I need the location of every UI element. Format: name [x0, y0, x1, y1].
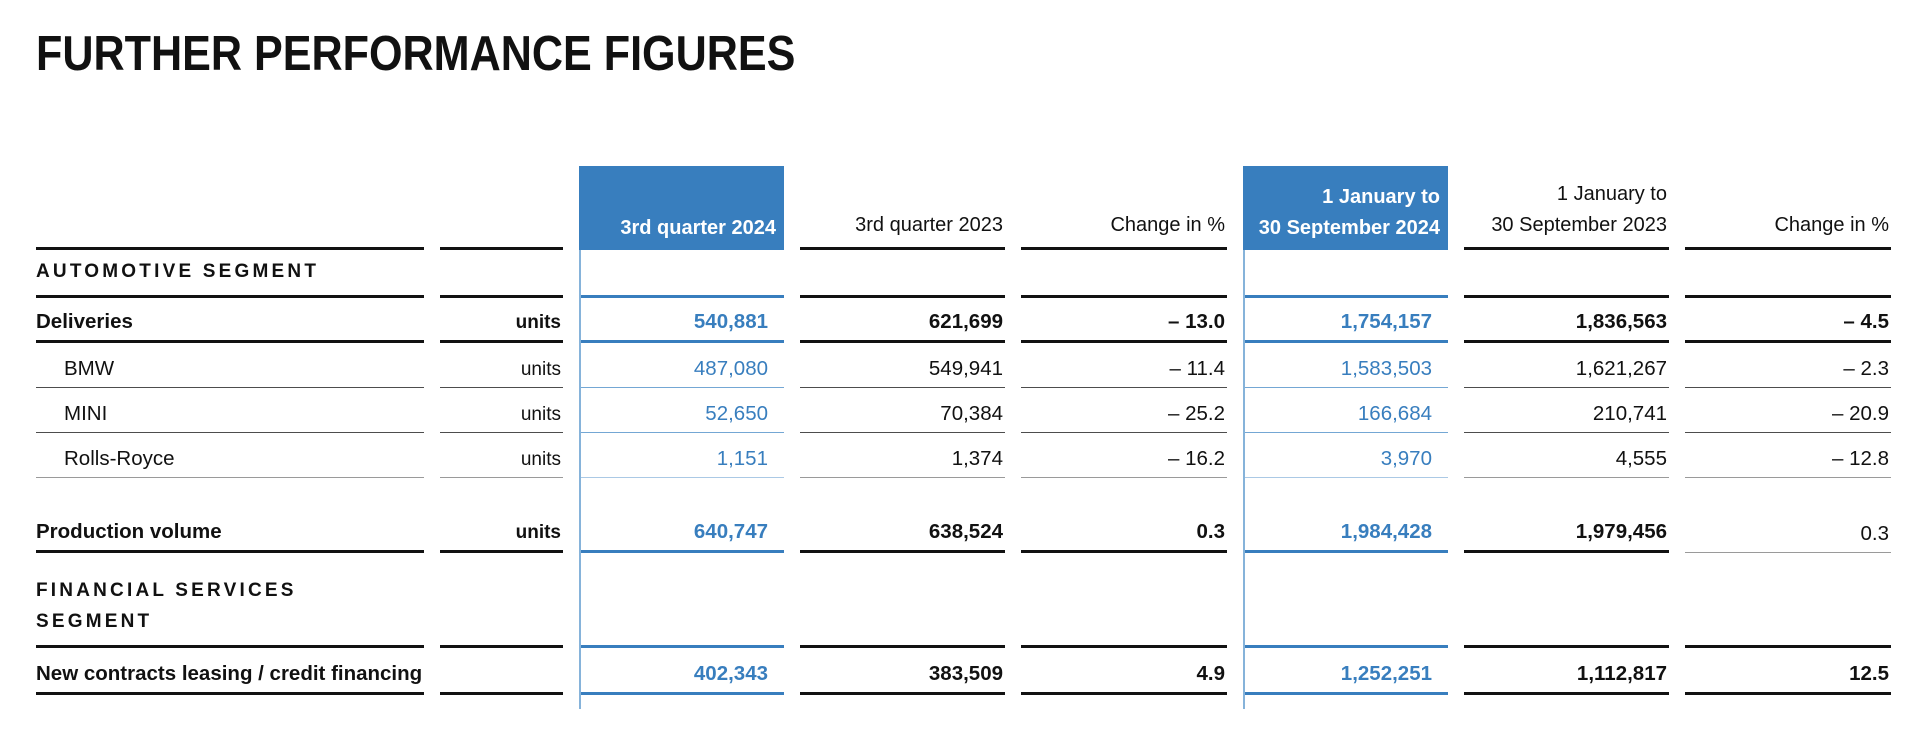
row-mini-ytd-2023-value: 210,741: [1464, 388, 1669, 433]
row-bmw-ytd-2024-value: 1,583,503: [1243, 343, 1448, 388]
row-rolls-royce-ytd-2024-value: 3,970: [1243, 433, 1448, 478]
blue-column-left-border-q3-2024: [579, 250, 581, 709]
section-automotive-cell-ytd-2023: [1464, 250, 1669, 298]
section-financial-services-label: FINANCIAL SERVICES SEGMENT: [36, 553, 424, 648]
row-rolls-royce-unit: units: [440, 433, 563, 478]
row-new-contracts-ytd-2023-value: 1,112,817: [1464, 648, 1669, 695]
row-production-volume-label: Production volume: [36, 508, 424, 553]
row-rolls-royce-label: Rolls-Royce: [36, 433, 424, 478]
row-deliveries: Deliveries units 540,881 621,699 – 13.0 …: [36, 298, 1891, 343]
row-mini-q3-2023-value: 70,384: [800, 388, 1005, 433]
section-automotive-cell-ytd-2024: [1243, 250, 1448, 298]
section-financial-cell-ytd-2024: [1243, 553, 1448, 648]
header-ytd-2024: 1 January to 30 September 2024: [1243, 166, 1448, 250]
row-new-contracts-change-q-value: 4.9: [1021, 648, 1227, 695]
row-deliveries-q3-2024-value: 540,881: [579, 298, 784, 343]
header-change-ytd-label: Change in %: [1774, 214, 1889, 236]
header-q3-2024-label: 3rd quarter 2024: [620, 217, 776, 239]
blue-column-left-border-ytd-2024: [1243, 250, 1245, 709]
row-bmw-q3-2023-value: 549,941: [800, 343, 1005, 388]
row-production-volume-change-q-value: 0.3: [1021, 508, 1227, 553]
row-deliveries-change-ytd-value: – 4.5: [1685, 298, 1891, 343]
row-new-contracts-unit: [440, 648, 563, 695]
row-mini: MINI units 52,650 70,384 – 25.2 166,684 …: [36, 388, 1891, 433]
row-new-contracts-label: New contracts leasing / credit financing: [36, 648, 424, 695]
row-deliveries-ytd-2023-value: 1,836,563: [1464, 298, 1669, 343]
table-header-row: 3rd quarter 2024 3rd quarter 2023 Change…: [36, 166, 1891, 250]
row-rolls-royce-q3-2024-value: 1,151: [579, 433, 784, 478]
header-units-spacer: [440, 166, 563, 250]
row-production-volume-ytd-2023-value: 1,979,456: [1464, 508, 1669, 553]
header-ytd-2024-line1: 1 January to: [1322, 186, 1440, 208]
section-financial-cell-q3-2024: [579, 553, 784, 648]
row-bmw-change-ytd-value: – 2.3: [1685, 343, 1891, 388]
section-automotive-cell-q3-2024: [579, 250, 784, 298]
row-deliveries-unit: units: [440, 298, 563, 343]
section-automotive-cell-change-ytd: [1685, 250, 1891, 298]
row-mini-ytd-2024-value: 166,684: [1243, 388, 1448, 433]
section-automotive-segment: AUTOMOTIVE SEGMENT: [36, 250, 1891, 298]
header-change-quarter-label: Change in %: [1110, 214, 1225, 236]
row-rolls-royce: Rolls-Royce units 1,151 1,374 – 16.2 3,9…: [36, 433, 1891, 478]
header-ytd-2024-line2: 30 September 2024: [1258, 217, 1440, 239]
section-financial-services-label-line1: FINANCIAL SERVICES: [36, 580, 297, 601]
row-mini-q3-2024-value: 52,650: [579, 388, 784, 433]
section-financial-units-cell: [440, 553, 563, 648]
report-page: FURTHER PERFORMANCE FIGURES 3rd quarter …: [0, 26, 1924, 709]
section-financial-cell-ytd-2023: [1464, 553, 1669, 648]
row-deliveries-label: Deliveries: [36, 298, 424, 343]
row-new-contracts: New contracts leasing / credit financing…: [36, 648, 1891, 695]
section-financial-cell-q3-2023: [800, 553, 1005, 648]
performance-figures-table: 3rd quarter 2024 3rd quarter 2023 Change…: [36, 166, 1891, 709]
row-bmw-label: BMW: [36, 343, 424, 388]
row-mini-change-q-value: – 25.2: [1021, 388, 1227, 433]
row-production-volume-ytd-2024-value: 1,984,428: [1243, 508, 1448, 553]
header-q3-2023-label: 3rd quarter 2023: [855, 214, 1003, 236]
row-new-contracts-q3-2024-value: 402,343: [579, 648, 784, 695]
header-ytd-2023: 1 January to 30 September 2023: [1464, 166, 1669, 250]
row-deliveries-change-q-value: – 13.0: [1021, 298, 1227, 343]
page-title: FURTHER PERFORMANCE FIGURES: [36, 27, 796, 81]
row-rolls-royce-change-ytd-value: – 12.8: [1685, 433, 1891, 478]
header-q3-2023: 3rd quarter 2023: [800, 166, 1005, 250]
section-automotive-label: AUTOMOTIVE SEGMENT: [36, 250, 424, 298]
row-mini-unit: units: [440, 388, 563, 433]
header-label-spacer: [36, 166, 424, 250]
row-production-volume-q3-2024-value: 640,747: [579, 508, 784, 553]
row-production-volume-q3-2023-value: 638,524: [800, 508, 1005, 553]
section-automotive-units-cell: [440, 250, 563, 298]
header-ytd-2023-line2: 30 September 2023: [1491, 214, 1667, 236]
row-deliveries-q3-2023-value: 621,699: [800, 298, 1005, 343]
row-new-contracts-q3-2023-value: 383,509: [800, 648, 1005, 695]
row-bmw-ytd-2023-value: 1,621,267: [1464, 343, 1669, 388]
row-new-contracts-ytd-2024-value: 1,252,251: [1243, 648, 1448, 695]
row-bmw: BMW units 487,080 549,941 – 11.4 1,583,5…: [36, 343, 1891, 388]
section-financial-services-label-line2: SEGMENT: [36, 611, 153, 632]
row-production-volume-unit: units: [440, 508, 563, 553]
row-production-volume: Production volume units 640,747 638,524 …: [36, 508, 1891, 553]
header-change-quarter: Change in %: [1021, 166, 1227, 250]
row-bmw-unit: units: [440, 343, 563, 388]
row-bmw-change-q-value: – 11.4: [1021, 343, 1227, 388]
header-q3-2024: 3rd quarter 2024: [579, 166, 784, 250]
row-deliveries-ytd-2024-value: 1,754,157: [1243, 298, 1448, 343]
section-financial-cell-change-q: [1021, 553, 1227, 648]
row-rolls-royce-ytd-2023-value: 4,555: [1464, 433, 1669, 478]
row-mini-label: MINI: [36, 388, 424, 433]
section-financial-cell-change-ytd: [1685, 553, 1891, 648]
header-change-ytd: Change in %: [1685, 166, 1891, 250]
row-mini-change-ytd-value: – 20.9: [1685, 388, 1891, 433]
row-rolls-royce-change-q-value: – 16.2: [1021, 433, 1227, 478]
row-bmw-q3-2024-value: 487,080: [579, 343, 784, 388]
row-rolls-royce-q3-2023-value: 1,374: [800, 433, 1005, 478]
header-ytd-2023-line1: 1 January to: [1556, 183, 1667, 205]
row-production-volume-change-ytd-value: 0.3: [1685, 508, 1891, 553]
section-automotive-cell-change-q: [1021, 250, 1227, 298]
section-automotive-cell-q3-2023: [800, 250, 1005, 298]
row-new-contracts-change-ytd-value: 12.5: [1685, 648, 1891, 695]
section-financial-services-segment: FINANCIAL SERVICES SEGMENT: [36, 553, 1891, 648]
